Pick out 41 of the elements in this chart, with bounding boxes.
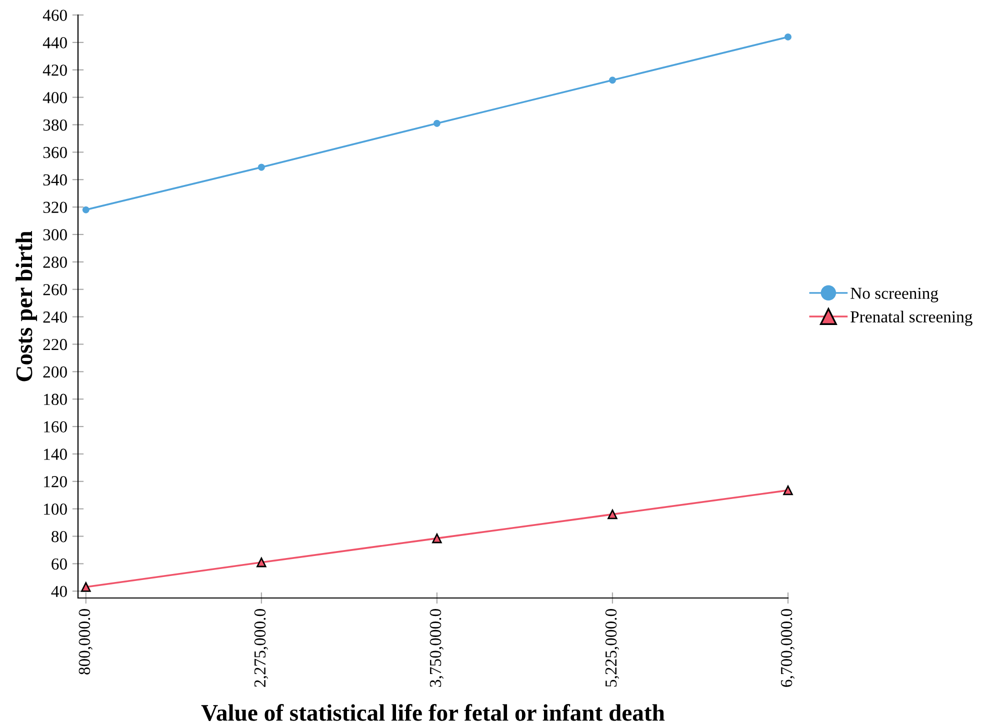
- y-axis-title: Costs per birth: [16, 230, 38, 382]
- y-tick-label: 440: [42, 37, 67, 48]
- point: [783, 485, 793, 496]
- x-tick-label: 6,700,000.0: [780, 609, 795, 687]
- point: [609, 76, 616, 84]
- y-tick-label: 80: [52, 530, 67, 542]
- y-tick-label: 300: [43, 229, 67, 240]
- y-tick-label: 220: [43, 338, 67, 350]
- y-tick-label: 40: [51, 586, 67, 598]
- point: [81, 582, 91, 592]
- y-tick-label: 460: [42, 10, 67, 21]
- legend-label: Prenatal screening: [850, 310, 972, 326]
- x-axis-title: Value of statistical life for fetal or infant death: [201, 704, 665, 721]
- y-tick-label: 420: [42, 64, 67, 76]
- y-tick-label: 400: [42, 92, 67, 104]
- y-tick-label: 160: [44, 421, 67, 432]
- y-tick-label: 380: [43, 119, 67, 131]
- x-tick-label: 2,275,000.0: [254, 609, 268, 687]
- y-tick-label: 320: [43, 202, 67, 213]
- y-tick-label: 280: [43, 256, 67, 268]
- point: [433, 120, 440, 127]
- y-tick-label: 140: [44, 448, 67, 460]
- x-tick-label: 5,225,000.0: [605, 609, 620, 687]
- y-tick-label: 60: [52, 558, 67, 570]
- x-tick-label: 800,000.0: [78, 609, 92, 674]
- y-tick-label: 180: [44, 394, 67, 406]
- point: [256, 557, 266, 568]
- y-tick-label: 340: [43, 174, 67, 186]
- y-tick-label: 240: [43, 311, 67, 323]
- y-tick-label: 360: [43, 146, 67, 158]
- point: [432, 533, 442, 544]
- point: [608, 509, 618, 520]
- y-tick-label: 100: [44, 504, 67, 515]
- x-tick-label: 3,750,000.0: [430, 609, 444, 687]
- y-tick-label: 200: [43, 366, 67, 378]
- y-tick-label: 260: [43, 284, 67, 296]
- y-tick-label: 120: [44, 476, 67, 488]
- point: [258, 164, 265, 171]
- point: [82, 206, 90, 214]
- legend-label: No screening: [850, 288, 938, 302]
- point: [784, 33, 792, 40]
